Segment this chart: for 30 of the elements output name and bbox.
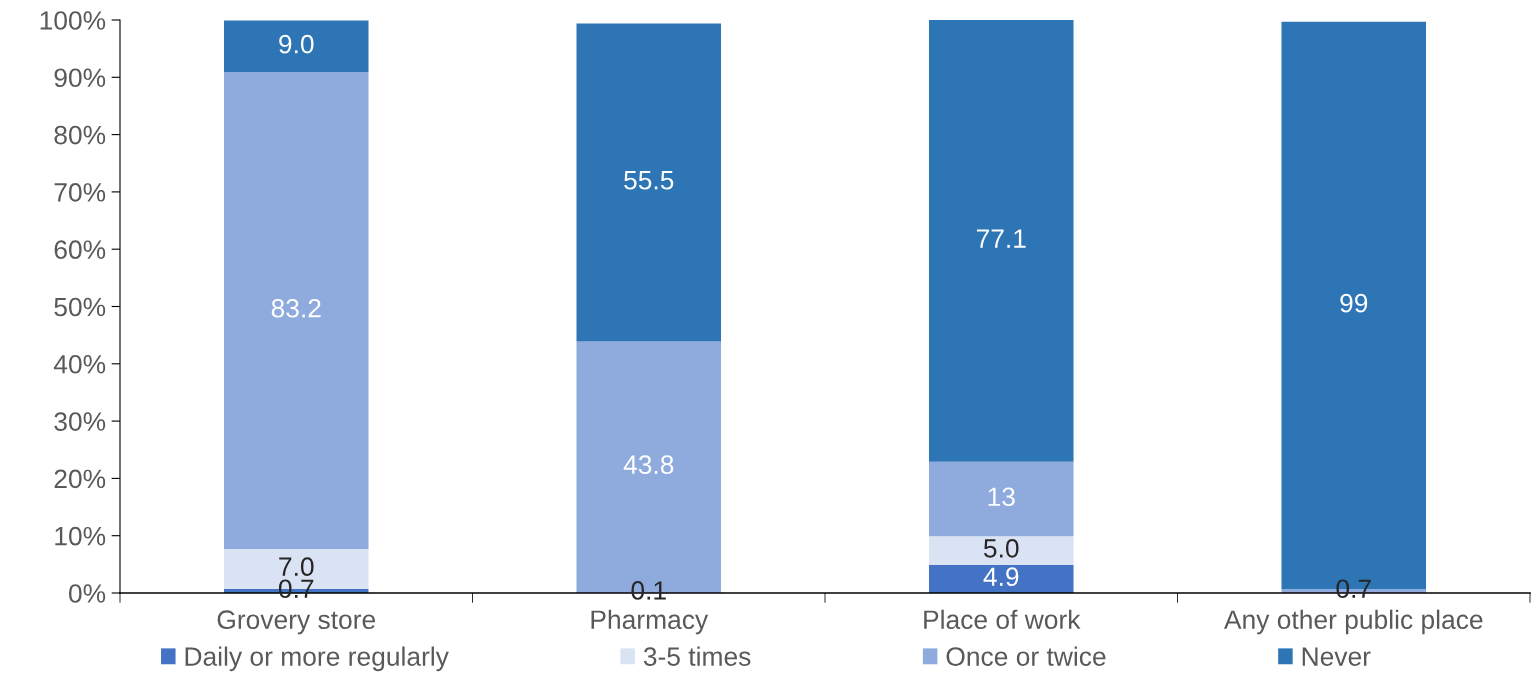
y-tick-label: 80% [54,125,106,145]
x-tick-label: Any other public place [1223,609,1483,635]
data-label: 55.5 [624,171,674,190]
y-tick-label: 40% [53,354,106,374]
y-tick-label: 50% [54,297,106,317]
x-tick-label: Place of work [924,609,1081,630]
data-label: 99 [1340,293,1368,313]
data-label: 43.8 [623,455,674,475]
y-tick-label: 0% [69,584,106,603]
y-tick-label: 20% [54,469,106,489]
data-label: 7.0 [279,557,314,577]
data-label: 83.2 [271,298,321,318]
legend-label: 3-5 times [643,646,751,666]
y-tick-label: 60% [54,240,106,260]
y-tick-label: 90% [54,68,106,88]
legend-label: Never [1302,647,1371,666]
legend-label: Daily or more regularly [185,646,449,672]
data-label: 0.7 [1336,579,1371,599]
y-tick-label: 100% [40,11,106,30]
legend-label: Once or twice [946,646,1106,666]
y-tick-label: 30% [54,412,106,431]
data-label: 4.9 [983,567,1019,587]
x-tick-label: Pharmacy [591,609,709,635]
data-label: 77.1 [976,229,1026,248]
x-tick-label: Grovery store [217,610,375,635]
y-tick-label: 10% [55,526,106,546]
data-label: 9.0 [279,34,314,54]
y-tick-label: 70% [54,183,106,202]
data-label: 13 [988,487,1015,507]
data-label: 5.0 [983,539,1019,558]
